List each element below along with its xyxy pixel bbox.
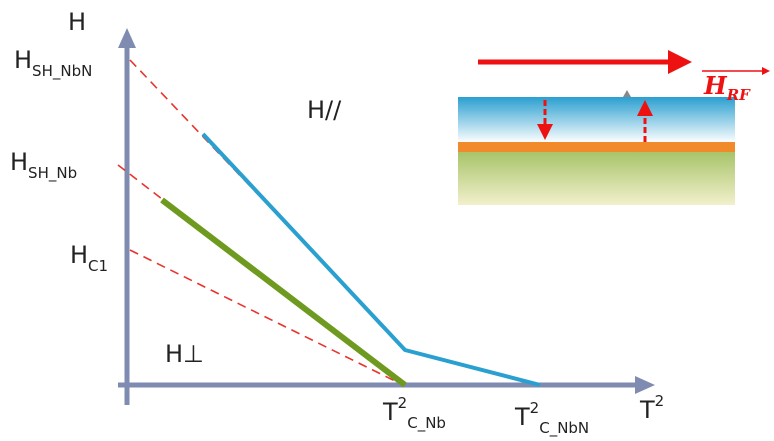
layer-top [458,97,735,143]
label-sup: 2 [655,392,665,410]
page: {"axes": {"y_label": "H", "x_label": {"b… [0,0,774,441]
x-arrow [635,376,655,394]
label-sub: SH_Nb [28,164,77,183]
label-sup: 2 [398,394,408,412]
y-label: HSH_NbN [14,46,92,81]
label-base: T [639,396,655,424]
y-label: HC1 [70,241,108,275]
x-label: T2 C_NbN [514,399,589,438]
x-axis-label: T2 [639,392,664,424]
field-arrowhead [668,50,692,74]
label-base: T [514,403,530,431]
label-base: H [10,148,28,176]
region-label: H// [307,96,342,124]
y-axis-label: H [68,8,86,36]
label-base: H [703,71,728,100]
label-base: T [382,398,398,426]
layer-bottom [458,152,735,205]
diagram: H HSH_NbN HSH_Nb HC1 T2C_Nb T2C_NbN T2 H… [0,0,774,441]
label-base: H [14,46,32,74]
label-base: H [70,241,88,269]
marker [623,90,631,97]
region-label: H⊥ [165,340,204,368]
vector-head [762,67,770,75]
label-sub: C_NbN [539,419,589,438]
label-sub: SH_NbN [32,62,92,81]
inset: HRF [458,50,770,205]
x-label: T2 C_Nb [382,394,446,433]
layer-mid [458,142,735,152]
field-label: HRF [703,71,751,104]
y-label: HSH_Nb [10,148,77,183]
label-sup: 2 [530,399,540,417]
label-sub: C1 [88,257,108,275]
label-sub: C_Nb [407,414,446,433]
label-sub: RF [726,86,751,104]
guides [118,60,403,385]
y-arrow [118,28,136,48]
